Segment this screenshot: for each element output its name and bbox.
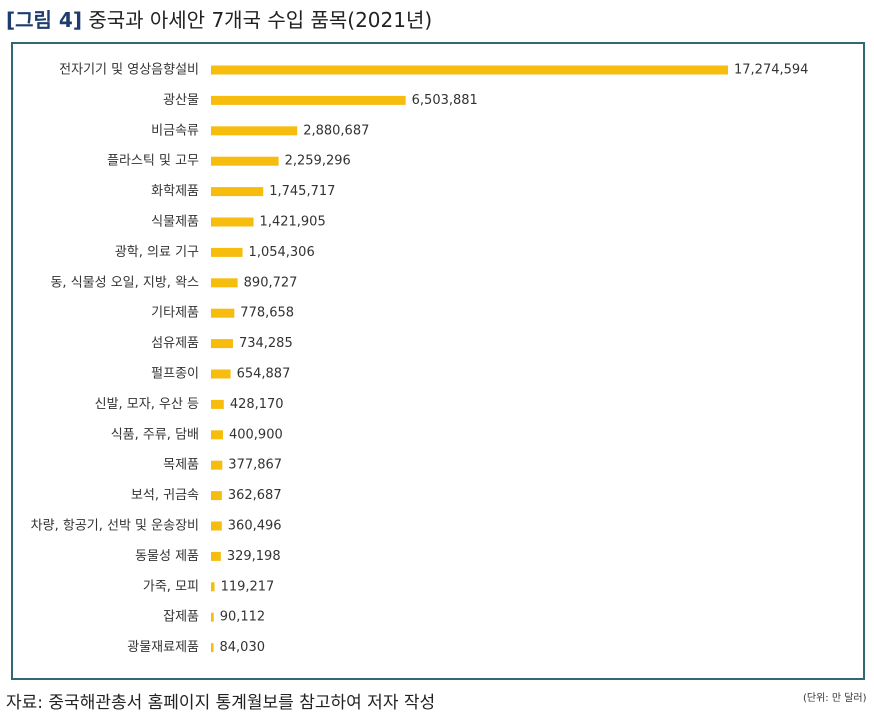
value-label: 1,421,905 bbox=[260, 215, 326, 230]
bar bbox=[211, 521, 222, 531]
value-label: 654,887 bbox=[237, 367, 291, 382]
bar bbox=[211, 126, 298, 136]
bar bbox=[211, 369, 231, 379]
value-label: 1,745,717 bbox=[269, 184, 335, 199]
value-label: 400,900 bbox=[229, 427, 283, 442]
category-label: 기타제품 bbox=[151, 306, 199, 321]
value-label: 778,658 bbox=[240, 306, 294, 321]
value-label: 890,727 bbox=[244, 275, 298, 290]
category-label: 신발, 모자, 우산 등 bbox=[95, 397, 199, 412]
bar bbox=[211, 612, 214, 622]
category-label: 펄프종이 bbox=[151, 367, 199, 382]
category-label: 화학제품 bbox=[151, 184, 199, 199]
category-label: 식품, 주류, 담배 bbox=[111, 427, 199, 442]
category-label: 동, 식물성 오일, 지방, 왁스 bbox=[50, 275, 199, 290]
category-label: 광학, 의료 기구 bbox=[115, 245, 199, 260]
value-label: 119,217 bbox=[221, 579, 275, 594]
category-label: 비금속류 bbox=[151, 123, 199, 138]
category-label: 광산물 bbox=[163, 93, 199, 108]
category-label: 플라스틱 및 고무 bbox=[107, 154, 199, 169]
bar bbox=[211, 399, 224, 409]
value-label: 360,496 bbox=[228, 519, 282, 534]
value-label: 2,880,687 bbox=[303, 123, 369, 138]
bar bbox=[211, 187, 264, 197]
bar bbox=[211, 278, 238, 288]
value-label: 84,030 bbox=[220, 640, 266, 655]
value-label: 1,054,306 bbox=[249, 245, 315, 260]
bar bbox=[211, 95, 406, 105]
value-label: 734,285 bbox=[239, 336, 293, 351]
category-label: 전자기기 및 영상음향설비 bbox=[59, 63, 199, 78]
bar bbox=[211, 491, 222, 501]
category-label: 식물제품 bbox=[151, 215, 199, 230]
category-label: 보석, 귀금속 bbox=[131, 488, 199, 503]
bar bbox=[211, 156, 279, 166]
category-label: 가죽, 모피 bbox=[143, 579, 199, 594]
chart-frame: 전자기기 및 영상음향설비 17,274,594 광산물 6,503,881 비금속류 2… bbox=[11, 42, 867, 704]
value-label: 362,687 bbox=[228, 488, 282, 503]
bar bbox=[211, 430, 223, 440]
bar bbox=[211, 308, 235, 318]
figure-title-text: 중국과 아세안 7개국 수입 품목(2021년) bbox=[88, 8, 433, 32]
category-label: 차량, 항공기, 선박 및 운송장비 bbox=[31, 519, 199, 534]
value-label: 329,198 bbox=[227, 549, 281, 564]
bar bbox=[211, 217, 254, 227]
bar bbox=[211, 582, 215, 592]
value-label: 17,274,594 bbox=[734, 63, 808, 78]
bar bbox=[211, 551, 221, 561]
category-label: 목제품 bbox=[163, 458, 199, 473]
value-label: 90,112 bbox=[220, 610, 266, 625]
category-label: 섬유제품 bbox=[151, 336, 199, 351]
bar bbox=[211, 643, 214, 653]
bar bbox=[211, 460, 223, 470]
category-label: 광물재료제품 bbox=[127, 640, 199, 655]
bar bbox=[211, 247, 243, 257]
source-note: 자료: 중국해관총서 홈페이지 통계월보를 참고하여 저자 작성 bbox=[6, 693, 436, 713]
figure-number: [그림 4] bbox=[6, 8, 82, 32]
value-label: 377,867 bbox=[228, 458, 282, 473]
figure-title: [그림 4] 중국과 아세안 7개국 수입 품목(2021년) bbox=[6, 4, 432, 33]
value-label: 6,503,881 bbox=[412, 93, 478, 108]
value-label: 2,259,296 bbox=[285, 154, 351, 169]
unit-note: (단위: 만 달러) bbox=[803, 693, 867, 704]
category-label: 잡제품 bbox=[163, 610, 199, 625]
category-label: 동물성 제품 bbox=[135, 549, 199, 564]
value-label: 428,170 bbox=[230, 397, 284, 412]
bar bbox=[211, 65, 728, 75]
bar bbox=[211, 339, 233, 349]
bar-chart: 전자기기 및 영상음향설비 17,274,594 광산물 6,503,881 비금속류 2… bbox=[31, 63, 809, 656]
